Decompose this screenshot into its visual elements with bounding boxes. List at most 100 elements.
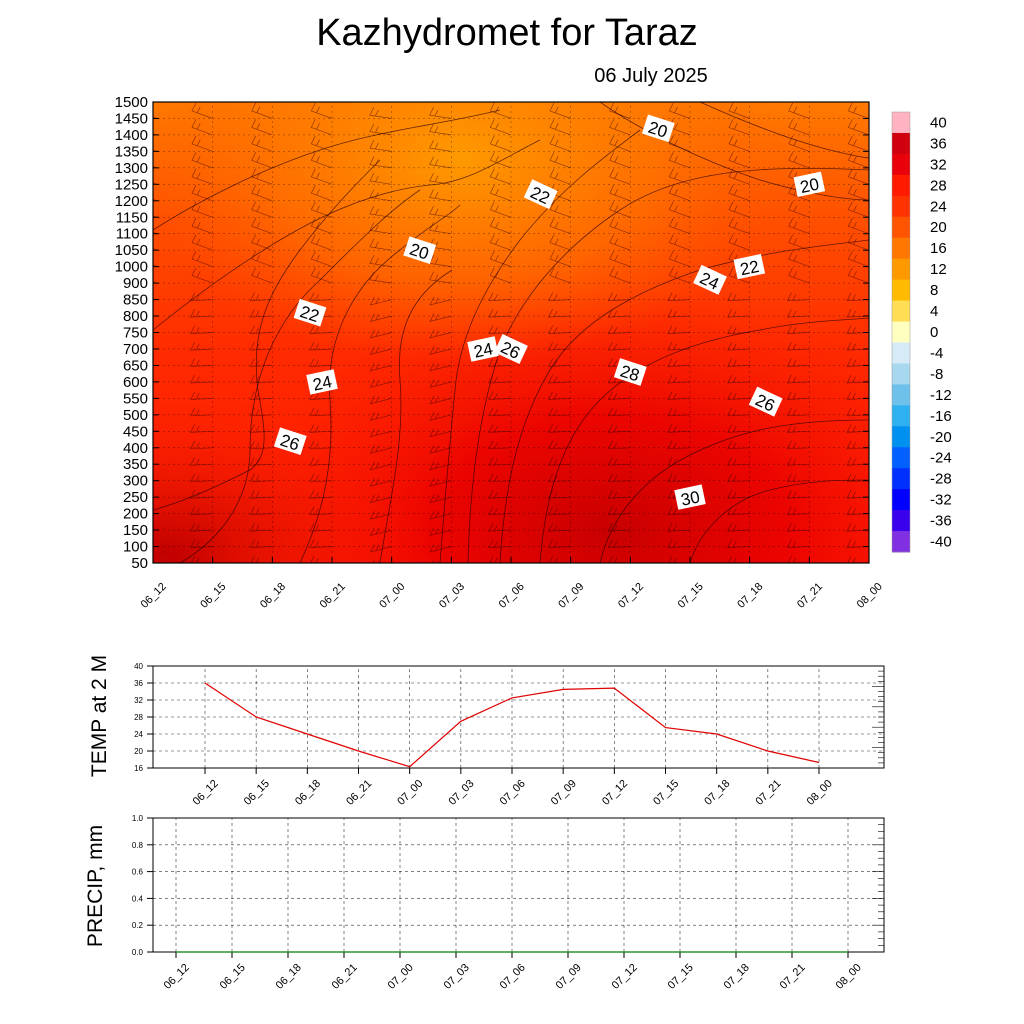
wind-barb (609, 250, 631, 267)
heatmap-y-axis: 5010015020025030035040045050055060065070… (115, 94, 869, 572)
wind-barb (330, 102, 332, 103)
wind-barb (609, 135, 631, 152)
colorbar-segment (892, 300, 910, 323)
contour-label-box (273, 427, 307, 456)
wind-barb (549, 201, 571, 218)
wind-barb (489, 185, 512, 202)
wind-barb (190, 308, 213, 318)
heatmap-ytick-label: 900 (123, 275, 148, 292)
contour-label: 24 (306, 369, 338, 395)
precip-ytick-label: 0.4 (132, 894, 144, 903)
wind-barb (271, 102, 273, 103)
wind-barb (249, 407, 273, 417)
heatmap-ytick-label: 1100 (116, 226, 148, 243)
precip-xtick-label: 07_03 (442, 962, 472, 992)
heatmap-ytick-label: 1450 (115, 110, 148, 127)
wind-barb (489, 201, 512, 218)
wind-barb (249, 506, 273, 516)
wind-barb (251, 234, 273, 251)
wind-barb (429, 156, 452, 169)
wind-barb (249, 424, 273, 433)
wind-barb (310, 168, 333, 185)
temp-xtick-label: 07_06 (498, 778, 528, 808)
wind-barb (191, 135, 213, 152)
wind-barb (369, 222, 392, 235)
wind-barb (429, 139, 452, 152)
contour-label-text: 24 (311, 372, 333, 395)
wind-barb (429, 313, 452, 323)
heatmap-ytick-label: 1350 (115, 143, 148, 160)
temp-panel: 16 20 24 28 32 36 40 06_12 06_15 06_18 06_21 07_00 0… (88, 655, 885, 808)
wind-barb (190, 440, 213, 450)
heatmap-xtick-label: 07_21 (795, 581, 825, 611)
wind-barb (309, 325, 333, 334)
contour-line (179, 189, 421, 563)
wind-barb (369, 172, 392, 185)
contour-label: 30 (674, 484, 706, 510)
wind-barb (668, 152, 691, 169)
wind-barb (847, 168, 869, 185)
colorbar-label: 4 (930, 303, 938, 320)
contour-label-box (674, 484, 706, 510)
colorbar-frame (891, 111, 911, 553)
wind-barb (609, 152, 631, 169)
contour-label-text: 28 (618, 361, 642, 385)
wind-barb (251, 185, 273, 202)
colorbar-segment (892, 112, 910, 134)
wind-barb (191, 119, 213, 136)
wind-barb (668, 135, 691, 152)
wind-barb (549, 102, 571, 119)
temp-ytick-label: 16 (134, 764, 143, 773)
precip-gridlines (153, 817, 884, 953)
colorbar-segment (892, 447, 910, 469)
wind-barb (190, 358, 213, 367)
wind-barb (808, 102, 810, 103)
wind-barb (549, 234, 571, 251)
wind-barb (251, 119, 273, 136)
wind-barb (310, 234, 333, 251)
colorbar-segment (892, 363, 910, 385)
contour-line (499, 239, 869, 563)
wind-barb (489, 250, 512, 267)
contour-label-box (523, 179, 558, 210)
colorbar-label: -8 (930, 366, 943, 383)
contour-label-box (306, 369, 338, 395)
wind-barb (389, 102, 392, 103)
wind-barb (251, 102, 273, 119)
contour-line (599, 419, 869, 563)
colorbar-segment (892, 489, 910, 511)
contour-label: 22 (733, 253, 766, 279)
contour-label-text: 20 (646, 118, 670, 142)
wind-barb (249, 325, 273, 334)
precip-xtick-label: 07_15 (666, 962, 696, 992)
wind-barb (847, 135, 869, 152)
precip-xtick-label: 07_09 (554, 962, 584, 992)
contour-line (153, 109, 501, 231)
wind-barb (190, 539, 213, 548)
precip-xtick-label: 07_21 (778, 962, 808, 992)
contour-line (599, 102, 869, 201)
colorbar-segment (892, 468, 910, 490)
colorbar-label: 36 (930, 135, 947, 152)
wind-barb (668, 234, 691, 251)
temp-ytick-label: 36 (134, 679, 143, 688)
heatmap-xtick-label: 07_00 (377, 581, 407, 611)
heatmap-xtick-label: 07_12 (616, 581, 646, 611)
wind-barb (788, 102, 810, 119)
wind-barb (429, 428, 452, 438)
heatmap-xtick-label: 06_12 (139, 581, 169, 611)
temp-ytick-label: 20 (134, 747, 143, 756)
wind-barb (429, 189, 452, 202)
heatmap-ytick-label: 600 (123, 374, 148, 391)
wind-barb (190, 424, 213, 433)
wind-barb (251, 267, 273, 284)
wind-barb (728, 152, 750, 169)
wind-barb (249, 308, 273, 318)
wind-barb (190, 407, 213, 417)
contour-line (539, 317, 869, 563)
wind-barb (429, 205, 452, 218)
wind-barb (249, 457, 273, 466)
contour-label: 20 (403, 236, 437, 265)
wind-barb (429, 329, 452, 339)
colorbar-segment (892, 258, 910, 281)
